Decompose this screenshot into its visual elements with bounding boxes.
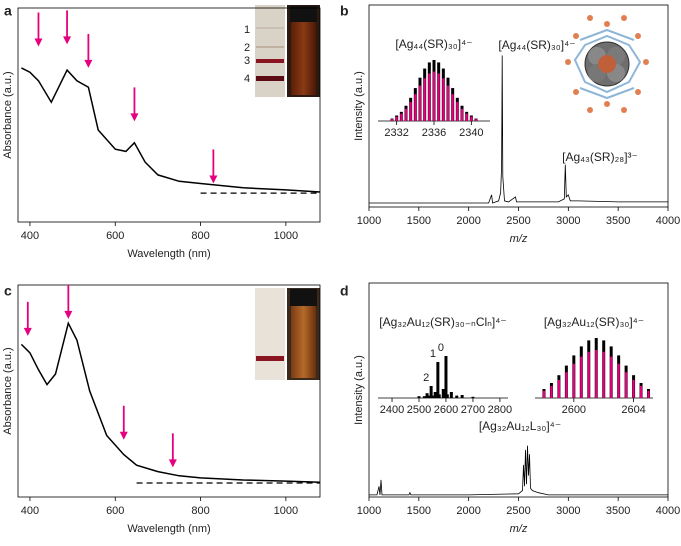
x-axis-label: Wavelength (nm) [127,248,210,260]
x-tick-label: 400 [21,505,39,517]
x-tick-label: 400 [21,230,39,242]
x-tick-label: 2332 [384,127,408,139]
peak-label: 1 [430,348,436,360]
x-tick-label: 3000 [556,505,580,517]
arrow [64,284,73,319]
arrow [23,301,32,336]
annotation: [Ag₄₃(SR)₂₈]³⁻ [562,150,638,164]
arrow [119,405,128,440]
arrow [34,12,43,47]
x-tick-label: 800 [191,230,209,242]
photo-label: 2 [244,42,250,54]
arrow-head [209,175,218,184]
x-tick-label: 2800 [488,404,512,416]
x-tick-label: 3500 [606,215,630,227]
x-tick-label: 3000 [556,215,580,227]
x-axis-label: m/z [510,233,528,245]
x-tick-label: 800 [191,505,209,517]
spectrum-line [21,67,321,193]
x-tick-label: 2000 [456,505,480,517]
arrow [84,33,93,68]
arrow-head [23,327,32,336]
x-tick-label: 4000 [656,215,680,227]
arrow-head [64,310,73,319]
annotation: [Ag₃₂Au₁₂L₃₀]⁴⁻ [479,419,561,433]
x-tick-label: 1000 [274,505,298,517]
plot-frame [17,284,321,498]
y-axis-label: Absorbance (a.u.) [2,71,14,158]
y-axis-label: Absorbance (a.u.) [2,347,14,434]
x-tick-label: 2340 [459,127,483,139]
x-tick-label: 2500 [506,505,530,517]
photo-a [255,5,320,97]
panel-letter: c [4,283,12,299]
arrow [130,87,139,122]
arrow [168,433,177,468]
x-tick-label: 1000 [357,505,381,517]
arrow [63,10,72,45]
x-axis-label: Wavelength (nm) [127,523,210,535]
x-tick-label: 1500 [407,505,431,517]
inset-title: [Ag₄₄(SR)₃₀]⁴⁻ [395,37,472,51]
photo-label: 3 [244,55,250,67]
cluster-structure [565,15,649,113]
spectrum-line [20,321,321,483]
inset-title: [Ag₃₂Au₁₂(SR)₃₀₋ₙClₙ]⁴⁻ [379,315,507,329]
plot-frame [17,7,321,223]
x-tick-label: 1000 [274,230,298,242]
x-tick-label: 2604 [621,404,645,416]
peak-label: 0 [438,342,444,354]
photo-c [255,288,320,380]
arrow-head [130,113,139,122]
panel-letter: a [4,3,12,19]
x-tick-label: 4000 [656,505,680,517]
x-tick-label: 1000 [357,215,381,227]
x-tick-label: 2500 [407,404,431,416]
x-tick-label: 1500 [407,215,431,227]
arrow-head [119,431,128,440]
x-tick-label: 2700 [461,404,485,416]
x-tick-label: 2000 [456,215,480,227]
photo-label: 1 [244,24,250,36]
arrow-head [63,36,72,45]
y-axis-label: Intensity (a.u.) [353,355,365,425]
peak-label: 2 [423,372,429,384]
photo-label: 4 [244,73,250,85]
spectrum-line [369,55,668,204]
arrow-head [34,38,43,47]
y-axis-label: Intensity (a.u.) [353,71,365,141]
arrow-head [168,459,177,468]
arrow [209,149,218,184]
panel-letter: b [340,3,349,19]
x-tick-label: 2600 [562,404,586,416]
annotation: [Ag₄₄(SR)₃₀]⁴⁻ [498,38,575,52]
x-tick-label: 600 [106,505,124,517]
x-tick-label: 2400 [380,404,404,416]
panel-letter: d [340,283,349,299]
x-tick-label: 600 [106,230,124,242]
spectrum-line [369,445,668,496]
arrow-head [84,59,93,68]
x-tick-label: 2500 [506,215,530,227]
inset-title: [Ag₃₂Au₁₂(SR)₃₀]⁴⁻ [544,315,644,329]
x-tick-label: 2336 [422,127,446,139]
x-axis-label: m/z [510,523,528,535]
x-tick-label: 2600 [434,404,458,416]
x-tick-label: 3500 [606,505,630,517]
